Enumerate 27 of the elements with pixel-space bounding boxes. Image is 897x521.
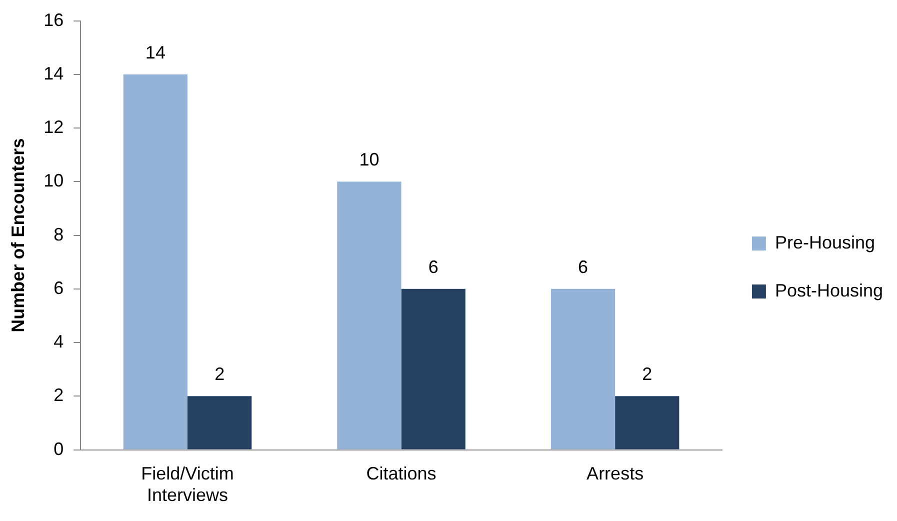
bar (123, 74, 188, 450)
y-tick-label: 0 (54, 438, 64, 459)
x-tick-label: Field/Victim Interviews (141, 464, 234, 506)
data-label: 6 (578, 256, 588, 277)
data-label: 10 (359, 150, 380, 170)
y-tick-label: 12 (44, 117, 64, 138)
data-label: 14 (145, 42, 166, 62)
data-label: 2 (642, 364, 652, 384)
legend-label: Post-Housing (774, 280, 884, 300)
y-tick-label: 16 (44, 10, 64, 30)
y-tick-label: 4 (54, 332, 64, 352)
bar (550, 288, 616, 450)
y-tick-label: 6 (54, 278, 64, 298)
bar (615, 396, 680, 450)
legend-label: Pre-Housing (774, 232, 875, 252)
bar (401, 288, 466, 450)
data-label: 2 (214, 364, 225, 384)
y-tick-label: 2 (54, 385, 64, 406)
bar (337, 182, 402, 450)
y-tick-label: 14 (44, 63, 64, 84)
y-tick-label: 8 (54, 224, 64, 244)
x-tick-label: Citations (366, 464, 436, 484)
bar (188, 396, 252, 450)
x-tick-label: Arrests (586, 464, 644, 484)
y-tick-label: 10 (44, 170, 64, 191)
data-label: 6 (428, 256, 438, 277)
y-axis-title: Number of Encounters (8, 138, 28, 332)
